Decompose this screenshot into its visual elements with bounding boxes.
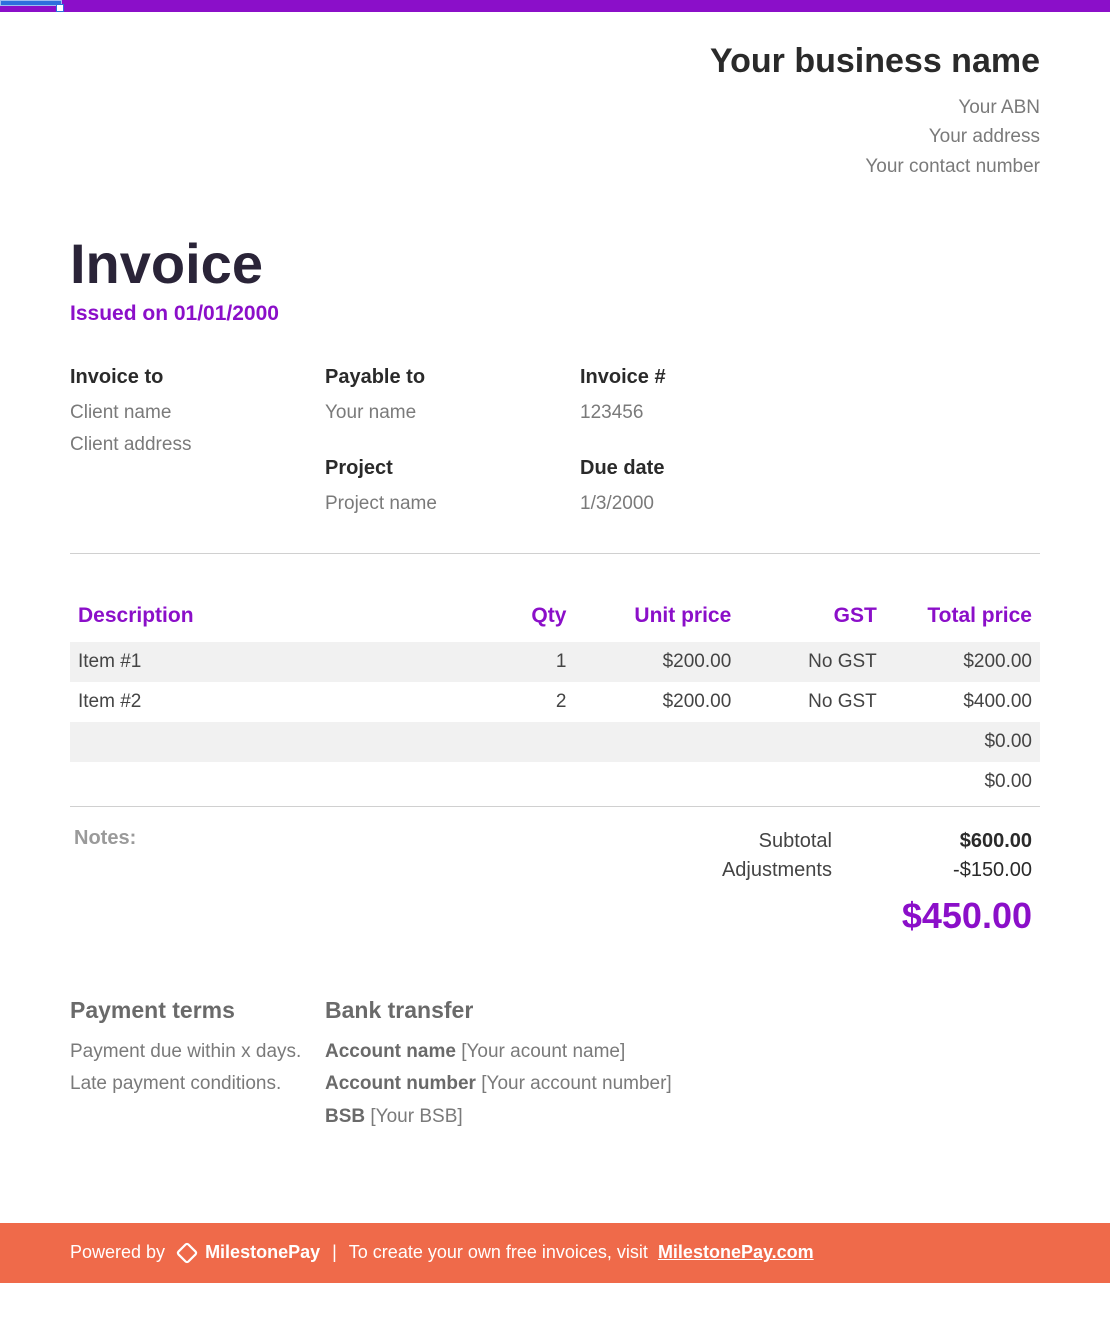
business-name: Your business name (70, 42, 1040, 81)
line-items-table: Description Qty Unit price GST Total pri… (70, 594, 1040, 802)
due-date: 1/3/2000 (580, 488, 835, 519)
business-abn: Your ABN (70, 93, 1040, 122)
table-row: Item #22$200.00No GST$400.00 (70, 682, 1040, 722)
invoice-page: Your business name Your ABN Your address… (0, 12, 1110, 1133)
invoice-to-label: Invoice to (70, 366, 325, 389)
col-description: Description (70, 594, 477, 642)
invoice-number-label: Invoice # (580, 366, 835, 389)
table-row: $0.00 (70, 762, 1040, 802)
notes-label: Notes: (70, 827, 477, 937)
totals-section: Notes: Subtotal $600.00 Adjustments -$15… (70, 806, 1040, 937)
bank-detail-line: Account name [Your acount name] (325, 1036, 1040, 1068)
invoice-meta: Invoice to Client name Client address Pa… (70, 366, 1040, 519)
table-row: $0.00 (70, 722, 1040, 762)
brand-logo: MilestonePay (175, 1241, 320, 1265)
business-header: Your business name Your ABN Your address… (70, 42, 1040, 181)
powered-by-label: Powered by (70, 1242, 165, 1263)
table-cell: 1 (477, 642, 574, 682)
brand-name: MilestonePay (205, 1242, 320, 1263)
top-accent-bar (0, 0, 1110, 12)
bank-detail-value: [Your BSB] (370, 1106, 462, 1127)
business-address: Your address (70, 122, 1040, 151)
table-cell: Item #2 (70, 682, 477, 722)
table-cell (477, 722, 574, 762)
col-gst: GST (739, 594, 885, 642)
table-cell: $400.00 (885, 682, 1040, 722)
payment-terms-heading: Payment terms (70, 997, 325, 1024)
table-cell (477, 762, 574, 802)
table-cell: No GST (739, 682, 885, 722)
table-header-row: Description Qty Unit price GST Total pri… (70, 594, 1040, 642)
bank-detail-label: Account number (325, 1073, 481, 1094)
due-date-label: Due date (580, 457, 835, 480)
footer-separator: | (332, 1242, 337, 1263)
table-cell: 2 (477, 682, 574, 722)
col-qty: Qty (477, 594, 574, 642)
project-label: Project (325, 457, 580, 480)
table-cell: Item #1 (70, 642, 477, 682)
diamond-icon (175, 1241, 199, 1265)
table-cell: $200.00 (574, 682, 739, 722)
table-cell: $200.00 (885, 642, 1040, 682)
bank-detail-label: Account name (325, 1041, 461, 1062)
table-cell: $200.00 (574, 642, 739, 682)
bank-detail-value: [Your account number] (481, 1073, 671, 1094)
divider (70, 553, 1040, 554)
grand-total: $450.00 (477, 885, 1040, 937)
table-cell: $0.00 (885, 762, 1040, 802)
adjustments-row: Adjustments -$150.00 (477, 856, 1040, 885)
col-total-price: Total price (885, 594, 1040, 642)
payable-to-label: Payable to (325, 366, 580, 389)
payment-terms-line-2: Late payment conditions. (70, 1068, 325, 1100)
project-name: Project name (325, 488, 580, 519)
subtotal-label: Subtotal (477, 830, 892, 853)
table-cell (70, 762, 477, 802)
issued-on: Issued on 01/01/2000 (70, 302, 1040, 326)
table-cell (739, 722, 885, 762)
table-cell (70, 722, 477, 762)
footer-cta-link[interactable]: MilestonePay.com (658, 1242, 814, 1263)
adjustments-label: Adjustments (477, 859, 892, 882)
selection-handle-icon (56, 4, 64, 12)
table-cell (739, 762, 885, 802)
footer-bar: Powered by MilestonePay | To create your… (0, 1223, 1110, 1283)
subtotal-row: Subtotal $600.00 (477, 827, 1040, 856)
client-address: Client address (70, 429, 325, 460)
business-meta: Your ABN Your address Your contact numbe… (70, 93, 1040, 181)
bank-detail-line: Account number [Your account number] (325, 1068, 1040, 1100)
business-contact: Your contact number (70, 152, 1040, 181)
bank-detail-label: BSB (325, 1106, 370, 1127)
payable-to-name: Your name (325, 397, 580, 428)
bank-detail-value: [Your acount name] (461, 1041, 625, 1062)
bank-transfer-heading: Bank transfer (325, 997, 1040, 1024)
invoice-number: 123456 (580, 397, 835, 428)
footer-cta-text: To create your own free invoices, visit (349, 1242, 648, 1263)
bank-detail-line: BSB [Your BSB] (325, 1101, 1040, 1133)
payment-terms-line-1: Payment due within x days. (70, 1036, 325, 1068)
table-cell (574, 762, 739, 802)
table-cell: $0.00 (885, 722, 1040, 762)
subtotal-value: $600.00 (892, 830, 1032, 853)
col-unit-price: Unit price (574, 594, 739, 642)
client-name: Client name (70, 397, 325, 428)
table-cell (574, 722, 739, 762)
table-row: Item #11$200.00No GST$200.00 (70, 642, 1040, 682)
invoice-title: Invoice (70, 231, 1040, 296)
adjustments-value: -$150.00 (892, 859, 1032, 882)
payment-section: Payment terms Payment due within x days.… (70, 997, 1040, 1133)
table-cell: No GST (739, 642, 885, 682)
